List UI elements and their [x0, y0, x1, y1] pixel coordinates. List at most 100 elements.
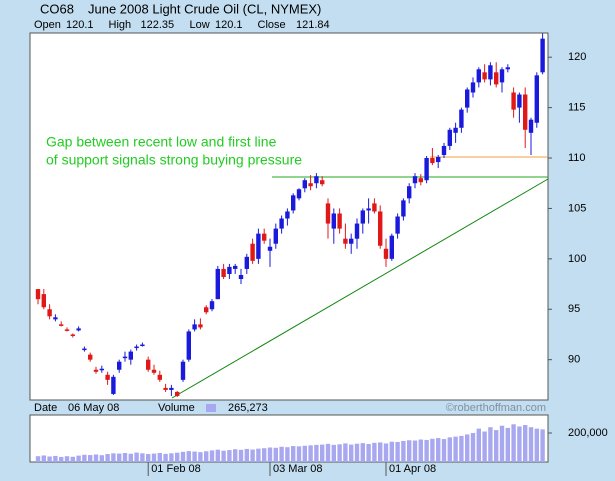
- candle-body: [134, 346, 139, 349]
- volume-bar: [302, 445, 307, 462]
- candle-body: [35, 289, 41, 300]
- volume-bar: [453, 436, 458, 462]
- volume-bar: [401, 440, 406, 462]
- volume-value: 265,273: [228, 402, 268, 414]
- candle-body: [528, 119, 534, 133]
- candle-body: [64, 329, 70, 331]
- volume-bar: [308, 445, 313, 462]
- candle-body: [389, 235, 394, 259]
- candle-body: [233, 265, 238, 269]
- y-tick-label: 120: [568, 51, 586, 63]
- volume-bar: [262, 448, 267, 462]
- candle-body: [267, 246, 273, 251]
- candle-body: [59, 324, 64, 326]
- volume-bar: [320, 444, 325, 462]
- volume-bar: [482, 431, 487, 462]
- y-tick-label: 95: [568, 303, 580, 315]
- volume-bar: [314, 444, 319, 462]
- candle-body: [453, 127, 458, 133]
- candle-body: [204, 307, 209, 313]
- candle-body: [227, 266, 232, 274]
- candle-body: [273, 228, 278, 244]
- volume-bar: [279, 446, 284, 462]
- candle-body: [378, 211, 383, 246]
- volume-bar: [395, 441, 400, 462]
- candle-body: [122, 356, 128, 359]
- volume-bar: [163, 453, 168, 462]
- candle-body: [169, 387, 174, 390]
- candle-body: [157, 374, 162, 380]
- volume-bar: [383, 443, 389, 462]
- volume-bar: [412, 440, 418, 462]
- volume-bar: [238, 449, 244, 462]
- candle-body: [436, 157, 441, 163]
- candle-body: [111, 376, 116, 394]
- volume-bar: [418, 439, 423, 462]
- candle-body: [262, 233, 267, 241]
- volume-bar: [99, 455, 104, 462]
- volume-bar: [447, 437, 452, 462]
- candle-body: [488, 65, 493, 80]
- candle-body: [476, 69, 481, 83]
- candle-body: [325, 203, 331, 224]
- candle-body: [128, 351, 133, 360]
- volume-bar: [488, 427, 493, 462]
- volume-bar: [540, 429, 545, 462]
- volume-bar: [476, 428, 481, 462]
- volume-bar: [424, 439, 429, 462]
- candle-body: [244, 256, 249, 269]
- volume-bar: [111, 453, 116, 462]
- summary-label: High: [109, 19, 132, 31]
- candle-body: [354, 223, 360, 239]
- candle-body: [343, 238, 348, 244]
- candle-body: [395, 216, 400, 234]
- trend-line: [171, 178, 549, 399]
- volume-bar: [523, 425, 528, 462]
- volume-bar: [291, 446, 296, 462]
- annotation: of support signals strong buying pressur…: [46, 152, 302, 168]
- candle-body: [140, 344, 145, 347]
- candle-body: [151, 369, 157, 373]
- candle-body: [372, 203, 377, 212]
- volume-bar: [517, 426, 522, 462]
- candle-body: [424, 158, 429, 181]
- volume-bar: [233, 449, 238, 462]
- candle-body: [93, 369, 99, 372]
- candle-body: [517, 94, 522, 108]
- volume-bar: [465, 434, 470, 462]
- candle-body: [256, 233, 261, 259]
- volume-bar: [378, 442, 383, 462]
- candle-body: [331, 213, 336, 229]
- candle-body: [70, 334, 75, 336]
- candle-body: [250, 243, 255, 261]
- volume-bar: [175, 452, 180, 462]
- candle-body: [117, 361, 122, 370]
- candle-body: [459, 109, 464, 128]
- candle-body: [41, 294, 46, 308]
- candle-body: [505, 67, 510, 70]
- candle-body: [308, 183, 313, 187]
- volume-bar: [360, 443, 365, 462]
- summary-label: Low: [190, 19, 210, 31]
- candle-body: [447, 129, 452, 146]
- y-tick-label: 90: [568, 354, 580, 366]
- volume-label: Volume: [158, 402, 195, 414]
- candle-body: [180, 361, 186, 380]
- volume-bar: [505, 427, 510, 462]
- candle-body: [279, 218, 284, 229]
- candle-body: [320, 180, 325, 185]
- x-tick-label: 03 Mar 08: [273, 463, 323, 475]
- candle-body: [88, 354, 93, 360]
- volume-bar: [221, 450, 226, 462]
- volume-bar: [146, 454, 151, 462]
- volume-bar: [169, 453, 174, 462]
- candle-body: [383, 248, 389, 259]
- volume-bar: [105, 454, 110, 462]
- summary-value: 120.1: [215, 19, 243, 31]
- summary-label: Close: [258, 19, 286, 31]
- volume-bar: [122, 453, 128, 462]
- volume-bar: [204, 451, 209, 462]
- volume-bar: [459, 435, 464, 462]
- x-tick-label: 01 Apr 08: [389, 463, 436, 475]
- y-tick-label: 100: [568, 253, 586, 265]
